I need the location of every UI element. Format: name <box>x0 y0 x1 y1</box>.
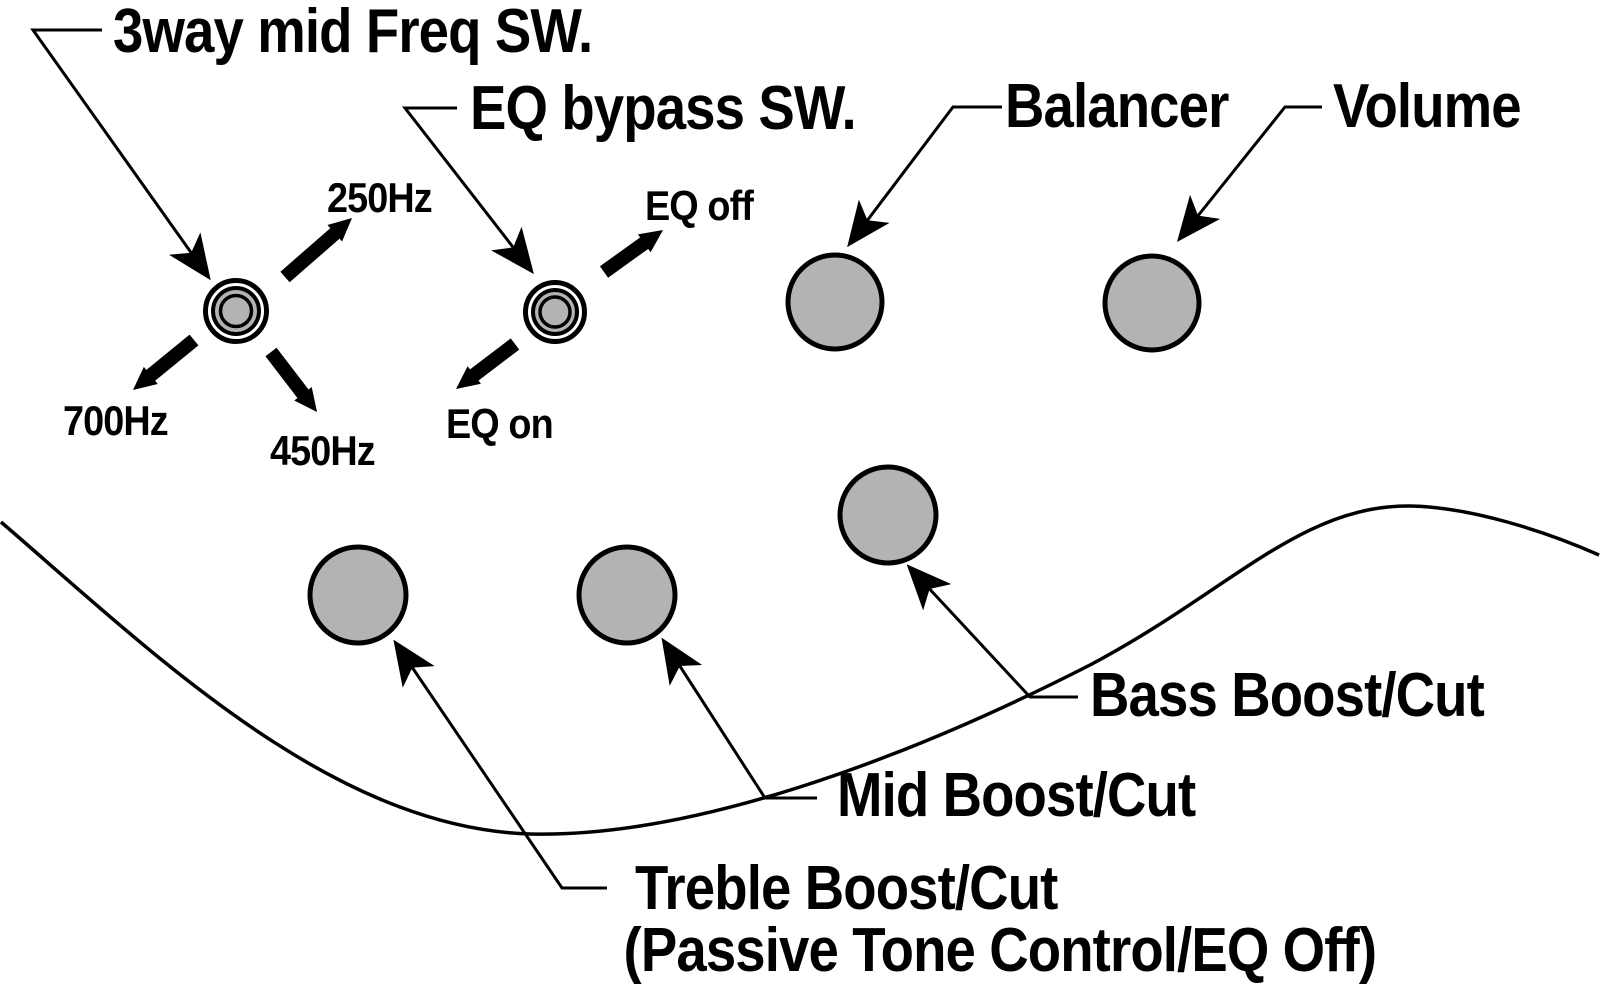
label-250hz: 250Hz <box>327 174 433 221</box>
bass-knob[interactable] <box>837 464 939 566</box>
leader-bass-knob <box>906 564 1078 699</box>
label-450hz: 450Hz <box>270 427 376 474</box>
leader-mid-freq-switch <box>30 28 211 281</box>
label-treble-boost-cut: Treble Boost/Cut (Passive Tone Control/E… <box>624 854 1377 982</box>
leader-balancer <box>847 105 1002 248</box>
label-treble-line1: Treble Boost/Cut <box>635 854 1058 923</box>
label-mid-boost-cut: Mid Boost/Cut <box>837 761 1196 830</box>
arrow-250hz <box>280 218 352 283</box>
mid-knob[interactable] <box>576 544 678 646</box>
eq-bypass-switch[interactable] <box>523 280 587 344</box>
arrow-450hz <box>265 347 317 412</box>
arrow-eq-off <box>599 230 663 278</box>
label-balancer: Balancer <box>1005 72 1229 141</box>
label-eq-bypass-switch: EQ bypass SW. <box>470 74 857 143</box>
balancer-knob[interactable] <box>785 252 885 352</box>
label-bass-boost-cut: Bass Boost/Cut <box>1090 661 1485 730</box>
label-700hz: 700Hz <box>63 397 169 444</box>
label-eq-off: EQ off <box>645 182 754 229</box>
leader-mid-knob <box>661 637 817 800</box>
label-eq-on: EQ on <box>446 400 554 447</box>
arrow-700hz <box>133 334 199 390</box>
leader-volume <box>1176 105 1322 243</box>
arrow-eq-on <box>456 338 520 389</box>
label-treble-line2: (Passive Tone Control/EQ Off) <box>623 916 1377 985</box>
treble-knob[interactable] <box>307 544 409 646</box>
guitar-body-outline <box>0 504 1600 836</box>
label-volume: Volume <box>1333 72 1522 141</box>
leader-treble-knob <box>393 639 607 890</box>
volume-knob[interactable] <box>1102 253 1202 353</box>
label-mid-freq-switch: 3way mid Freq SW. <box>113 0 593 66</box>
mid-freq-switch[interactable] <box>203 278 269 344</box>
leader-eq-bypass-switch <box>401 106 534 275</box>
